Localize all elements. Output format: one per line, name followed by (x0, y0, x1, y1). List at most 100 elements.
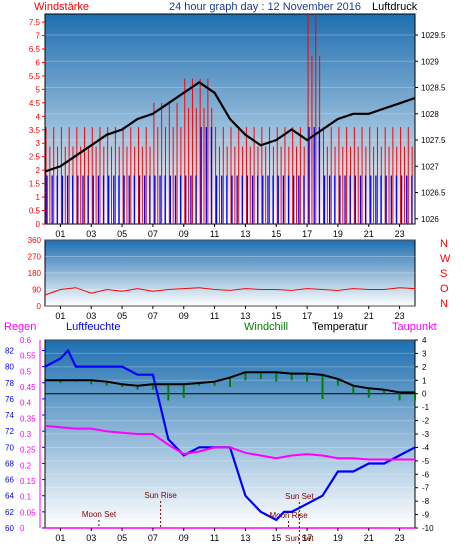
compass-label: N (440, 238, 448, 250)
y-humidity-tick-label: 80 (5, 363, 14, 372)
y-temp-tick-label: -2 (422, 417, 430, 426)
winddir-panel-grid (45, 239, 415, 307)
y-right-tick-label: 1027 (421, 162, 439, 171)
y-humidity-tick-label: 64 (5, 492, 14, 501)
x-tick-label: 09 (179, 229, 189, 239)
y-temp-tick-label: -10 (422, 524, 434, 533)
x-tick-label: 13 (240, 229, 250, 239)
y-humidity-tick-label: 62 (5, 508, 14, 517)
y-rain-tick-label: 0.45 (20, 383, 36, 392)
x-tick-label: 05 (117, 229, 127, 239)
y-temp-tick-label: 3 (422, 349, 427, 358)
y-humidity-tick-label: 70 (5, 443, 14, 452)
chart-title: 24 hour graph day : 12 November 2016 (169, 1, 361, 13)
y-humidity-tick-label: 76 (5, 395, 14, 404)
y-right-tick-label: 1029 (421, 57, 439, 66)
y-left-tick-label: 4.5 (29, 99, 41, 108)
y-rain-tick-label: 0.15 (20, 477, 36, 486)
x-tick-label: 21 (364, 533, 374, 543)
wind-bars (46, 127, 413, 224)
y-right-tick-label: 1029.5 (421, 31, 446, 40)
taupunkt-label: Taupunkt (392, 321, 437, 333)
climate-panel-axes: 0 0.05 0.1 0.15 0.2 0.25 0.3 0.35 0.4 0.45 0.5 0.55… (5, 336, 434, 543)
y-temp-tick-label: -4 (422, 443, 430, 452)
y-rain-tick-label: 0.6 (20, 336, 32, 345)
y-temp-tick-label: -1 (422, 403, 430, 412)
y-rain-tick-label: 0.55 (20, 352, 36, 361)
y-left-tick-label: 3.5 (29, 126, 41, 135)
y-temp-tick-label: 1 (422, 376, 427, 385)
y-temp-tick-label: -5 (422, 457, 430, 466)
x-tick-label: 19 (333, 311, 343, 321)
y-rain-tick-label: 0.5 (20, 367, 32, 376)
x-tick-label: 07 (148, 311, 158, 321)
y-left-tick-label: 4 (36, 112, 41, 121)
y-left-tick-label: 6.5 (29, 45, 41, 54)
y-temp-tick-label: -3 (422, 430, 430, 439)
x-tick-label: 23 (395, 311, 405, 321)
astro-annotations: Moon Set Sun Rise Sun Set Moon Rise Sun Set (82, 491, 314, 544)
y-tick-label: 360 (28, 236, 42, 245)
y-tick-label: 270 (28, 253, 42, 262)
temperatur-label: Temperatur (312, 321, 368, 333)
dewpoint-line (44, 424, 415, 461)
y-left-tick-label: 7.5 (29, 18, 41, 27)
y-humidity-tick-label: 78 (5, 379, 14, 388)
annotation-label: Moon Set (82, 510, 117, 519)
x-tick-label: 23 (395, 533, 405, 543)
y-rain-tick-label: 0.2 (20, 461, 32, 470)
x-tick-label: 07 (148, 229, 158, 239)
y-rain-tick-label: 0.3 (20, 430, 32, 439)
y-left-tick-label: 2 (36, 166, 41, 175)
y-left-tick-label: 5.5 (29, 72, 41, 81)
x-tick-label: 07 (148, 533, 158, 543)
x-tick-label: 19 (333, 229, 343, 239)
x-tick-label: 11 (210, 533, 219, 543)
y-rain-tick-label: 0.4 (20, 399, 32, 408)
windstaerke-label: Windstärke (34, 1, 89, 13)
x-tick-label: 09 (179, 533, 189, 543)
y-temp-tick-label: -6 (422, 470, 430, 479)
compass-label: O (440, 283, 449, 295)
y-left-tick-label: 1 (36, 193, 41, 202)
x-tick-label: 05 (117, 311, 127, 321)
x-tick-label: 09 (179, 311, 189, 321)
annotation-label: Sun Set (285, 492, 314, 501)
x-tick-label: 03 (86, 229, 96, 239)
y-tick-label: 180 (28, 269, 42, 278)
y-left-tick-label: 0 (36, 220, 41, 229)
y-right-tick-label: 1028.5 (421, 84, 446, 93)
y-temp-tick-label: 2 (422, 363, 427, 372)
y-left-tick-label: 0.5 (29, 207, 41, 216)
y-right-tick-label: 1026.5 (421, 189, 446, 198)
y-humidity-tick-label: 82 (5, 346, 14, 355)
y-humidity-tick-label: 66 (5, 476, 14, 485)
x-tick-label: 01 (55, 229, 65, 239)
y-temp-tick-label: -7 (422, 484, 430, 493)
y-rain-tick-label: 0.05 (20, 508, 36, 517)
x-tick-label: 03 (86, 533, 96, 543)
y-right-tick-label: 1028 (421, 110, 439, 119)
x-tick-label: 03 (86, 311, 96, 321)
y-temp-tick-label: 4 (422, 336, 427, 345)
y-left-tick-label: 6 (36, 58, 41, 67)
x-tick-label: 17 (302, 311, 312, 321)
pressure-line (44, 80, 416, 173)
x-tick-label: 21 (364, 229, 374, 239)
annotation-label: Moon Rise (269, 511, 308, 520)
y-humidity-tick-label: 72 (5, 427, 14, 436)
x-tick-label: 15 (271, 229, 281, 239)
x-tick-label: 01 (55, 311, 65, 321)
x-tick-label: 01 (55, 533, 65, 543)
y-temp-tick-label: 0 (422, 390, 427, 399)
y-left-tick-label: 7 (36, 32, 41, 41)
y-humidity-tick-label: 68 (5, 459, 14, 468)
temperature-line (45, 371, 415, 394)
wind-panel-axes: 0 0.5 1 1.5 2 2.5 3 3.5 4 4.5 5 5.5 6 6.5 7 7.5 1026 1026… (29, 18, 446, 239)
y-rain-tick-label: 0.25 (20, 446, 36, 455)
x-tick-label: 13 (240, 533, 250, 543)
compass-label: W (440, 253, 451, 265)
x-tick-label: 15 (271, 533, 281, 543)
